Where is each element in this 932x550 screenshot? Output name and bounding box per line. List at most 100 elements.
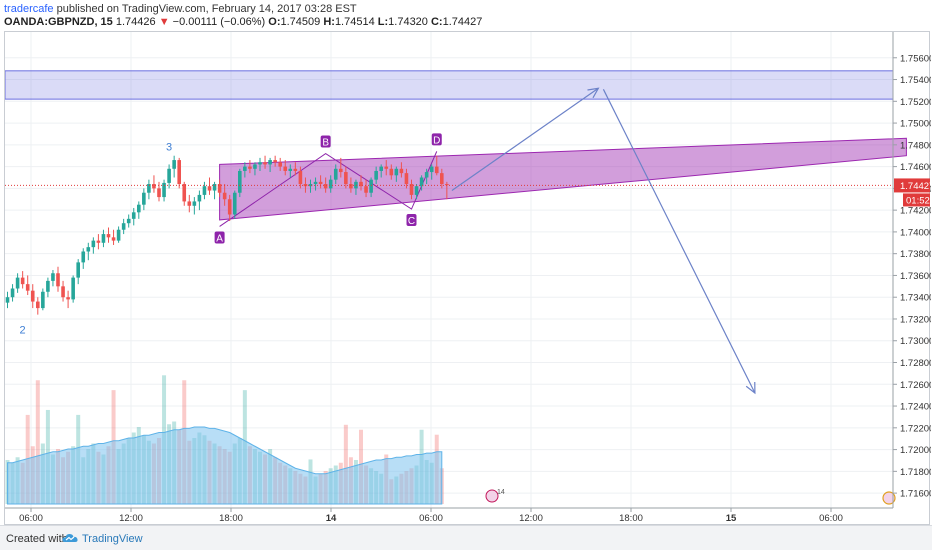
candle-body <box>217 184 222 193</box>
low-label: L: <box>377 16 389 28</box>
candle-body <box>268 160 272 165</box>
candle-body <box>15 277 20 289</box>
candle <box>419 175 424 191</box>
price-tick-label: 1.72000 <box>900 445 931 456</box>
abcd-label-bg <box>320 135 331 148</box>
candle-body <box>46 280 50 292</box>
price-tick-label: 1.74800 <box>900 140 931 151</box>
price-tick-label: 1.72200 <box>900 423 931 434</box>
close-value: 1.74427 <box>442 16 483 28</box>
time-tick-label: 06:00 <box>819 513 843 524</box>
candle-body <box>202 186 207 195</box>
close-label: C: <box>430 16 443 28</box>
candle-body <box>30 290 35 302</box>
candle <box>359 175 363 191</box>
author-link[interactable]: tradercafe <box>4 3 54 15</box>
time-axis: 06:00 12:00 18:00 14 06:00 12:00 18:00 15 06:00 <box>5 507 893 524</box>
candle-body <box>147 184 151 193</box>
candle <box>394 166 399 182</box>
countdown-label: 01:52 <box>906 195 930 206</box>
candle-body <box>192 201 197 206</box>
candle-body <box>429 166 434 173</box>
high-value: 1.74514 <box>334 16 375 28</box>
candle <box>268 157 272 173</box>
abcd-pattern-line <box>219 151 438 227</box>
candle <box>126 214 131 228</box>
change-arrow-icon: ▼ <box>158 16 170 28</box>
candle-body <box>152 184 156 189</box>
change-value: −0.00111 (−0.06%) <box>172 16 266 28</box>
price-tick-label: 1.75600 <box>900 53 931 64</box>
candle-body <box>323 184 328 189</box>
candle-body <box>278 162 282 167</box>
time-tick-label: 14 <box>326 513 337 524</box>
abcd-label-b: B <box>322 138 329 149</box>
time-tick-label: 15 <box>726 513 737 524</box>
candle <box>152 175 156 193</box>
candle-body <box>333 168 338 180</box>
candle-body <box>293 168 298 171</box>
candle <box>36 297 40 315</box>
candle <box>182 181 187 206</box>
candle-body <box>440 173 444 185</box>
candle-body <box>25 284 30 291</box>
candle-body <box>142 192 146 205</box>
candle-body <box>81 251 86 263</box>
chart-area[interactable]: A B C D 2 3 14 1.75600 1.75400 1.75200 1.75000 1.74… <box>4 31 931 526</box>
abcd-label-a: A <box>216 233 223 244</box>
candle <box>389 164 394 180</box>
candle-body <box>288 168 293 171</box>
time-tick-label: 12:00 <box>519 513 543 524</box>
candle-body <box>56 273 60 287</box>
chart-header: tradercafe published on TradingView.com,… <box>0 0 932 30</box>
candle-body <box>232 192 237 215</box>
candle-body <box>41 291 45 309</box>
price-axis: 1.75600 1.75400 1.75200 1.75000 1.74800 1.746… <box>892 32 931 508</box>
candle-body <box>5 297 10 303</box>
candle <box>202 181 207 200</box>
candle <box>227 194 232 222</box>
tradingview-brand[interactable]: TradingView <box>82 533 143 545</box>
price-tick-label: 1.71600 <box>900 489 931 500</box>
time-tick-label: 18:00 <box>219 513 243 524</box>
abcd-label-bg <box>214 231 225 244</box>
candle-body <box>359 181 363 187</box>
time-tick-label: 12:00 <box>119 513 143 524</box>
candle <box>61 280 65 302</box>
candle <box>91 237 96 254</box>
candle-body <box>308 184 313 187</box>
candle <box>328 175 333 193</box>
volume-bar <box>343 424 348 504</box>
candle-body <box>197 194 202 202</box>
candle-body <box>298 170 303 185</box>
candle <box>25 275 30 296</box>
price-tick-label: 1.73600 <box>900 271 931 282</box>
candle-body <box>339 168 343 173</box>
candle <box>404 168 409 189</box>
candle <box>101 229 106 248</box>
candle-body <box>374 170 378 180</box>
event-count: 14 <box>497 489 505 496</box>
candle <box>71 275 75 303</box>
candle <box>15 273 20 293</box>
candle <box>288 164 293 178</box>
candle-body <box>273 160 277 163</box>
candle-body <box>258 162 262 165</box>
price-tick-label: 1.73000 <box>900 336 931 347</box>
candle <box>137 201 141 219</box>
price-chart[interactable]: A B C D 2 3 14 1.75600 1.75400 1.75200 1.75000 1.74… <box>5 32 931 526</box>
candle <box>212 181 217 200</box>
candle <box>344 166 348 189</box>
candle-body <box>384 166 389 169</box>
candle-body <box>419 177 424 187</box>
price-tick-label: 1.75400 <box>900 75 931 86</box>
candle-body <box>369 179 373 193</box>
open-value: 1.74509 <box>280 16 321 28</box>
resistance-zone <box>5 70 894 100</box>
candle-body <box>71 277 75 300</box>
candle-body <box>126 218 131 224</box>
price-tick-label: 1.73400 <box>900 293 931 304</box>
price-tick-label: 1.72400 <box>900 402 931 413</box>
candle <box>116 226 121 243</box>
projection-arrow-up <box>451 87 599 192</box>
